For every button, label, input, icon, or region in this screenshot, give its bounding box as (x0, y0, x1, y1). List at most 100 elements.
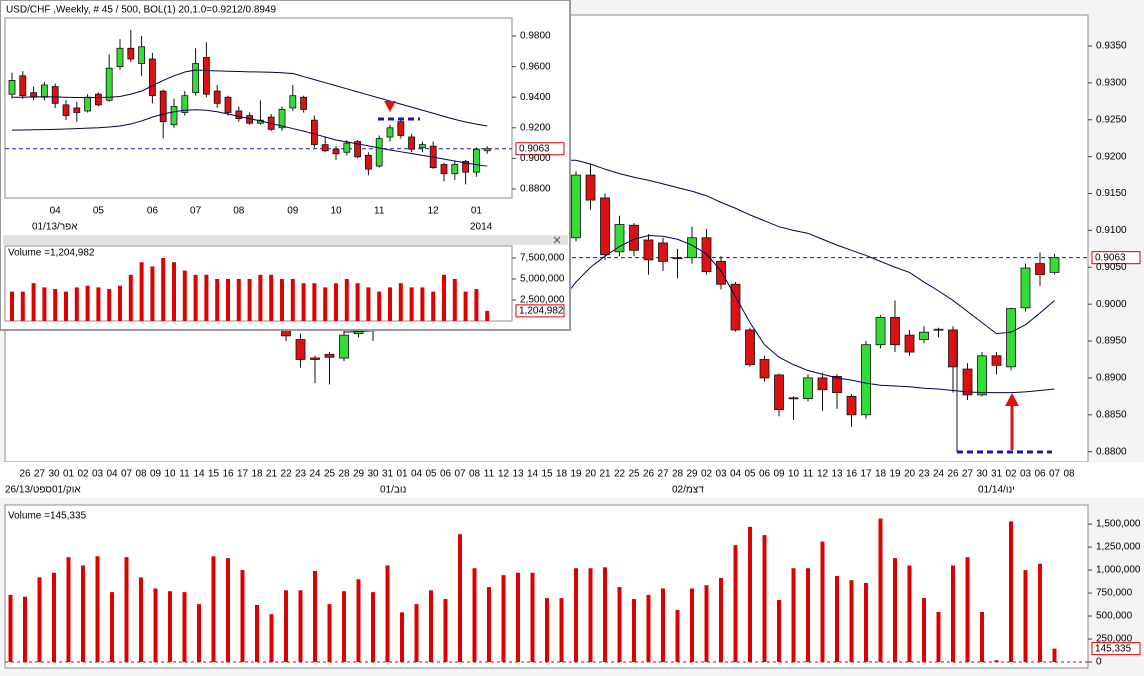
y-tick-label: 0.9200 (1096, 151, 1127, 162)
volume-bar (485, 310, 490, 321)
volume-bar (559, 598, 564, 663)
x-tick-label: 10 (330, 206, 342, 217)
volume-bar (1038, 563, 1042, 663)
candle-body (181, 95, 189, 113)
volume-bar (675, 610, 680, 663)
y-tick-label: 1,000,000 (1096, 565, 1141, 576)
x-tick-label: 30 (48, 469, 60, 480)
x-tick-label: 05 (425, 469, 437, 480)
period-label: 2014 (470, 222, 493, 233)
volume-bar (835, 576, 839, 663)
volume-bar (298, 590, 303, 663)
candle-body (803, 377, 813, 399)
volume-bar (777, 599, 781, 663)
volume-bar (118, 285, 122, 321)
candle-body (440, 164, 448, 175)
candle-body (451, 164, 459, 175)
volume-bar (255, 605, 259, 663)
x-tick-label: 26 (947, 469, 959, 480)
y-tick-label: 0.9000 (520, 153, 551, 164)
volume-bar (501, 575, 506, 663)
candle-body (687, 237, 697, 259)
volume-bar (431, 291, 436, 321)
candle-body (614, 224, 625, 253)
x-tick-label: 11 (803, 469, 814, 480)
volume-bar (472, 568, 477, 663)
candle-body (278, 109, 286, 129)
candle-body (759, 359, 770, 379)
x-tick-label: 24 (309, 469, 321, 480)
y-tick-label: 0.9150 (1096, 188, 1127, 199)
volume-bar (247, 279, 252, 321)
candle-body (716, 260, 726, 285)
x-tick-label: 05 (93, 206, 105, 217)
candle-body (95, 93, 102, 106)
x-tick-label: 08 (469, 469, 481, 480)
y-tick-label: 5,000,000 (520, 274, 565, 285)
candle-body (643, 239, 654, 261)
x-tick-label: 19 (570, 469, 582, 480)
volume-bar (463, 291, 468, 321)
candle-body (919, 331, 929, 340)
candle-body (213, 90, 221, 104)
x-tick-label: 30 (976, 469, 988, 480)
candle-body (310, 357, 320, 360)
value-box (1091, 251, 1141, 265)
x-tick-label: 07 (190, 206, 202, 217)
y-tick-label: 0.8850 (1096, 409, 1127, 420)
candle-body (585, 174, 596, 201)
y-tick-label: 0.8950 (1096, 336, 1127, 347)
y-tick-label: 500,000 (1096, 611, 1133, 622)
volume-bar (719, 577, 723, 663)
x-tick-label: 03 (1020, 469, 1032, 480)
candle-body (170, 105, 178, 126)
volume-bar (474, 289, 479, 321)
band-line (12, 69, 488, 127)
volume-bar (31, 283, 36, 321)
volume-bar (893, 558, 897, 663)
y-tick-label: 0 (1096, 657, 1102, 668)
x-tick-label: 03 (715, 469, 727, 480)
x-tick-label: 24 (933, 469, 945, 480)
volume-bar (965, 557, 970, 663)
x-tick-label: 15 (208, 469, 220, 480)
inset-divider (3, 235, 568, 245)
volume-bar (385, 565, 390, 663)
candle-body (817, 377, 828, 391)
candle-body (8, 79, 16, 95)
volume-bar (290, 279, 295, 321)
y-tick-label: 0.9250 (1096, 114, 1127, 125)
x-tick-label: 28 (338, 469, 350, 480)
x-tick-label: 30 (367, 469, 379, 480)
x-tick-label: 06 (440, 469, 452, 480)
volume-bar (161, 258, 166, 321)
value-box-label: 145,335 (1095, 643, 1132, 654)
close-icon[interactable] (553, 236, 561, 244)
candle-body (948, 329, 958, 368)
volume-bar (922, 598, 926, 663)
x-tick-label: 27 (657, 469, 669, 480)
y-tick-label: 0.9200 (520, 122, 551, 133)
y-tick-label: 0.9050 (1096, 262, 1127, 273)
candle-body (300, 96, 308, 110)
candle-body (658, 242, 668, 262)
candle-body (364, 154, 372, 170)
x-tick-label: 09 (773, 469, 785, 480)
annotation-arrowhead (1005, 393, 1019, 406)
x-tick-label: 07 (1049, 469, 1061, 480)
volume-bar (10, 291, 14, 321)
candle-body (832, 376, 842, 394)
candle-body (343, 142, 351, 153)
volume-bar (661, 588, 665, 663)
candle-body (192, 63, 200, 94)
candle-body (745, 329, 755, 366)
candle-body (846, 395, 857, 416)
candle-body (62, 104, 70, 116)
candle-body (159, 90, 167, 123)
x-tick-label: 02 (77, 469, 89, 480)
volume-bar (172, 262, 176, 321)
volume-bar (849, 580, 854, 663)
candle-body (875, 317, 886, 346)
x-tick-label: 06 (147, 206, 159, 217)
